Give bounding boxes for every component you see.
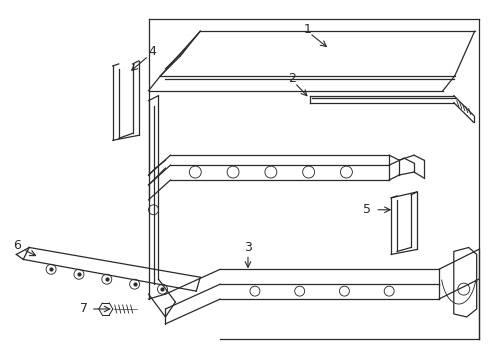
Text: 5: 5 [363, 203, 370, 216]
Text: 6: 6 [13, 239, 21, 252]
Text: 4: 4 [148, 45, 156, 58]
Text: 3: 3 [244, 241, 251, 254]
Text: 7: 7 [80, 302, 88, 315]
Text: 1: 1 [303, 23, 311, 36]
Text: 2: 2 [287, 72, 295, 85]
